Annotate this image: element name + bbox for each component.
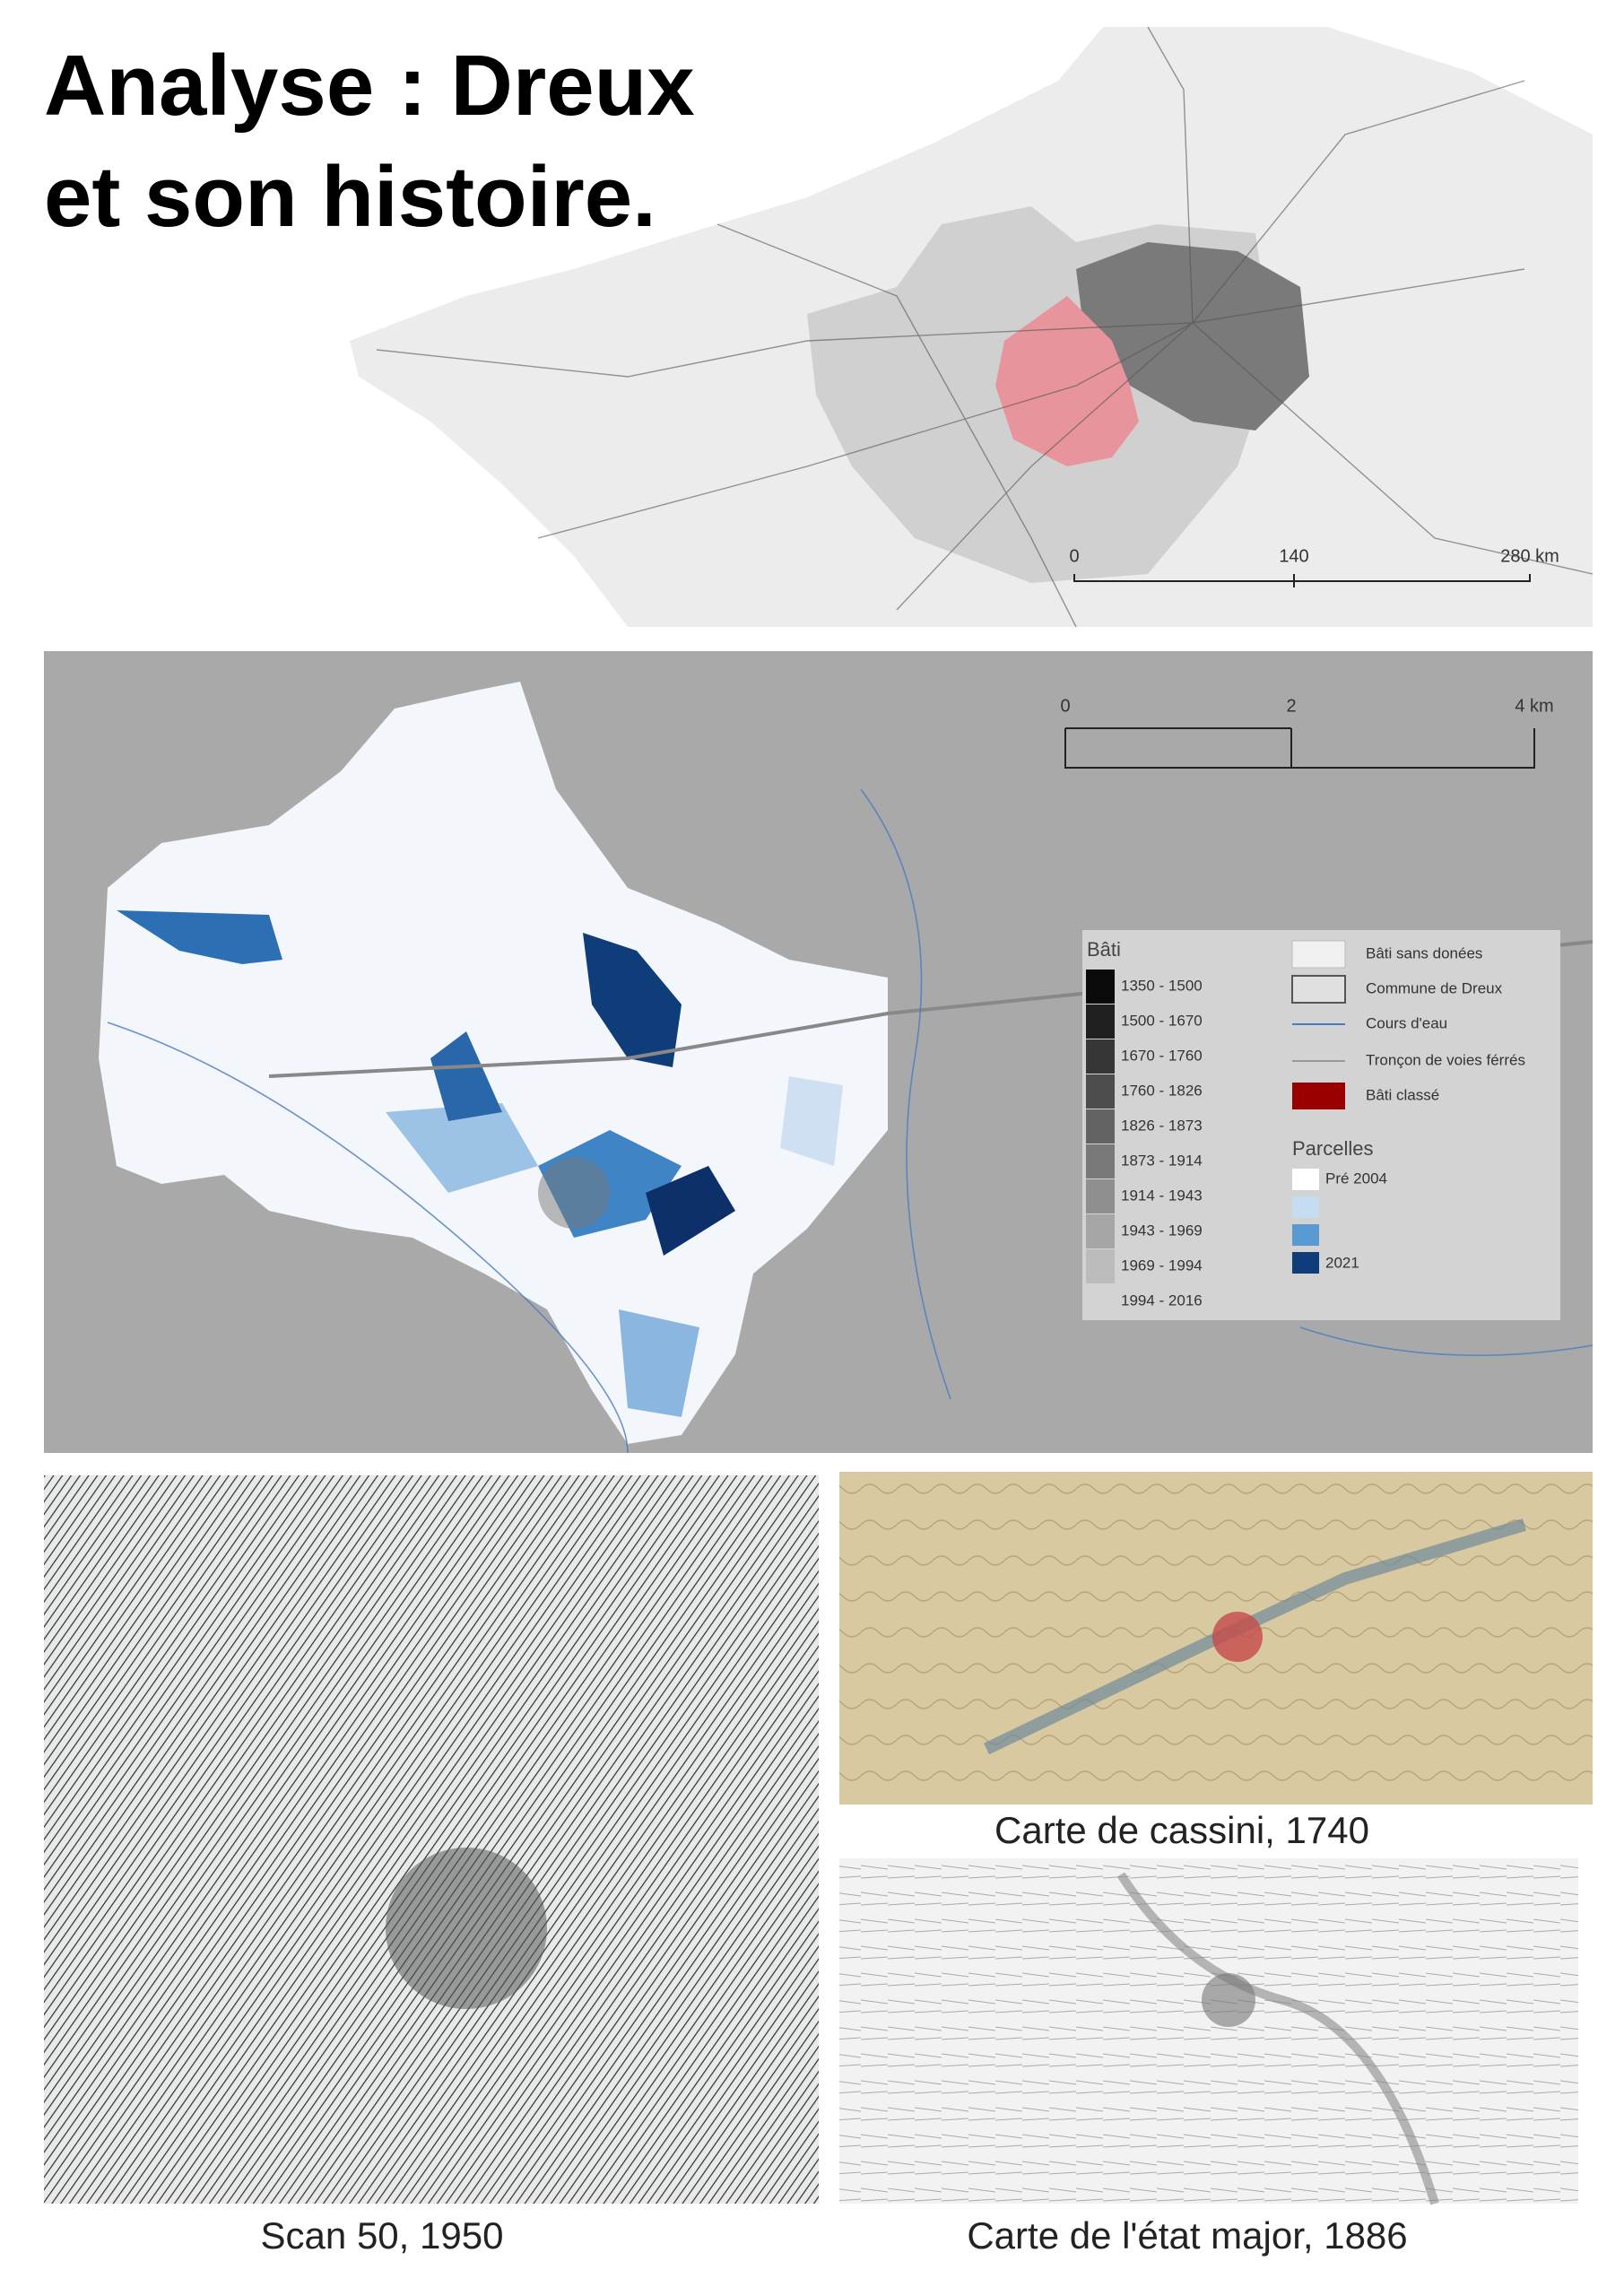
scale-label: 280 km [1500,546,1559,566]
title-line: Analyse : Dreux [44,38,695,134]
legend-label: 1873 - 1914 [1121,1152,1203,1169]
legend-swatch [1086,1074,1115,1109]
map-caption: Carte de l'état major, 1886 [967,2214,1407,2257]
legend-label: 1969 - 1994 [1121,1257,1203,1274]
legend-label: 1914 - 1943 [1121,1187,1203,1204]
legend-swatch [1086,1039,1115,1074]
map-caption: Scan 50, 1950 [261,2214,504,2257]
legend-label: 1760 - 1826 [1121,1082,1203,1099]
scale-label: 4 km [1515,696,1553,716]
legend-swatch [1086,1004,1115,1039]
legend-label: 1826 - 1873 [1121,1117,1203,1134]
legend-label: 1670 - 1760 [1121,1047,1203,1064]
legend-swatch [1086,1144,1115,1178]
scale-label: 0 [1060,696,1070,716]
legend-label: Bâti sans donées [1366,944,1482,961]
scale-label: 0 [1069,546,1079,566]
historic-maps: Scan 50, 1950 Carte de cassini, 1740 Car… [44,1472,1593,2257]
overview-map: 0 140 280 km [350,26,1594,628]
scale-label: 2 [1286,696,1296,716]
legend-label: 2021 [1325,1254,1359,1271]
legend-swatch [1086,1109,1115,1144]
legend: Bâti Bâti sans donées Commune de Dreux C… [1082,930,1560,1320]
legend-swatch [1086,970,1115,1004]
legend-label: Cours d'eau [1366,1014,1447,1031]
legend-label: Commune de Dreux [1366,979,1503,996]
legend-swatch [1086,1214,1115,1248]
scale-label: 140 [1279,546,1308,566]
legend-label: Bâti classé [1366,1086,1439,1103]
map-caption: Carte de cassini, 1740 [994,1809,1369,1851]
legend-label: 1943 - 1969 [1121,1222,1203,1239]
legend-label: 1994 - 2016 [1121,1292,1203,1309]
legend-swatch [1086,1249,1115,1283]
town-map: 0 2 4 km Bâti Bâti sans donées Commune d… [44,651,1594,1454]
legend-label: 1500 - 1670 [1121,1012,1203,1029]
title-line: et son histoire. [44,149,656,245]
legend-label: 1350 - 1500 [1121,977,1203,994]
legend-swatch [1086,1179,1115,1213]
legend-label: Pré 2004 [1325,1170,1387,1187]
legend-swatch [1086,1284,1115,1318]
legend-label: Tronçon de voies férrés [1366,1051,1525,1068]
legend-title: Parcelles [1292,1137,1373,1160]
legend-title: Bâti [1087,938,1121,961]
